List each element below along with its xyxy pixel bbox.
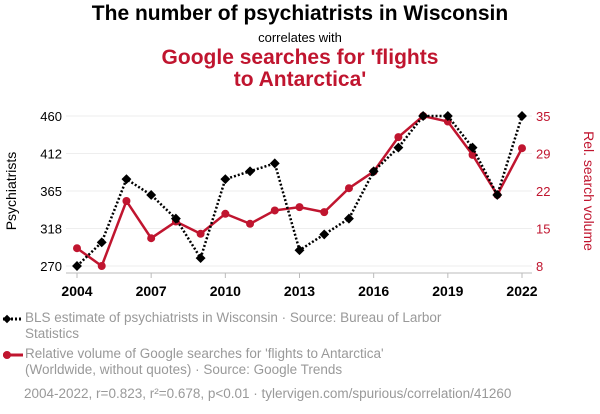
x-tick-label: 2019 xyxy=(432,283,463,299)
point-psychiatrists xyxy=(294,245,305,256)
left-tick-label: 270 xyxy=(40,259,62,274)
left-tick-label: 365 xyxy=(40,184,62,199)
point-searches xyxy=(73,244,81,253)
point-psychiatrists xyxy=(492,189,503,200)
right-tick-label: 22 xyxy=(536,184,550,199)
point-searches xyxy=(394,133,403,142)
point-psychiatrists xyxy=(467,142,478,153)
legend-item-searches: Relative volume of Google searches for '… xyxy=(2,346,384,378)
point-searches xyxy=(270,206,279,215)
point-searches xyxy=(518,144,526,153)
x-tick-label: 2016 xyxy=(358,283,389,299)
point-psychiatrists xyxy=(245,166,256,177)
x-tick-label: 2022 xyxy=(506,283,537,299)
point-psychiatrists xyxy=(220,174,231,185)
point-psychiatrists xyxy=(170,213,181,224)
x-tick-label: 2004 xyxy=(61,283,92,299)
right-tick-label: 15 xyxy=(536,222,550,237)
x-tick-label: 2007 xyxy=(136,283,167,299)
legend-text: (Worldwide, without quotes) · Source: Go… xyxy=(25,362,343,377)
point-psychiatrists xyxy=(195,253,206,264)
point-psychiatrists xyxy=(393,142,404,153)
right-tick-label: 29 xyxy=(536,147,550,162)
chart-title: The number of psychiatrists in Wisconsin xyxy=(91,2,509,25)
point-psychiatrists xyxy=(269,158,280,169)
left-tick-label: 412 xyxy=(40,147,62,162)
x-tick-label: 2010 xyxy=(210,283,241,299)
point-searches xyxy=(221,209,230,218)
point-searches xyxy=(468,150,477,159)
y-axis-label-left: Psychiatrists xyxy=(3,152,19,231)
title2-line: to Antarctica' xyxy=(233,68,367,91)
point-psychiatrists xyxy=(343,213,354,224)
footer: 2004-2022, r=0.823, r²=0.678, p<0.01 · t… xyxy=(24,386,512,401)
legend-text: Relative volume of Google searches for '… xyxy=(25,346,384,361)
chart-title-2: Google searches for 'flights to Antarcti… xyxy=(0,47,600,91)
point-searches xyxy=(97,262,106,270)
left-tick-label: 460 xyxy=(40,109,62,124)
legend-text: Statistics xyxy=(25,326,80,341)
point-psychiatrists xyxy=(517,111,527,121)
legend-item-psychiatrists: BLS estimate of psychiatrists in Wiscons… xyxy=(2,310,441,342)
x-tick-label: 2013 xyxy=(284,283,315,299)
point-searches xyxy=(147,234,156,243)
point-psychiatrists xyxy=(319,229,330,240)
point-searches xyxy=(344,184,353,193)
title2-line: Google searches for 'flights xyxy=(161,46,439,69)
right-tick-label: 35 xyxy=(536,109,550,124)
point-psychiatrists xyxy=(368,166,379,177)
point-searches xyxy=(122,197,131,205)
point-psychiatrists xyxy=(121,174,132,185)
point-psychiatrists xyxy=(96,237,107,248)
legend-text: BLS estimate of psychiatrists in Wiscons… xyxy=(25,310,442,325)
point-searches xyxy=(196,229,205,238)
point-searches xyxy=(320,208,329,217)
legend-marker-red xyxy=(3,351,23,359)
left-tick-label: 318 xyxy=(40,222,62,237)
point-searches xyxy=(295,203,304,212)
right-tick-label: 8 xyxy=(536,259,543,274)
chart-subtitle: correlates with xyxy=(258,30,342,45)
legend-marker-black xyxy=(2,314,23,324)
y-axis-label-right: Rel. search volume xyxy=(581,131,597,251)
point-searches xyxy=(246,219,255,228)
point-psychiatrists xyxy=(146,189,157,200)
